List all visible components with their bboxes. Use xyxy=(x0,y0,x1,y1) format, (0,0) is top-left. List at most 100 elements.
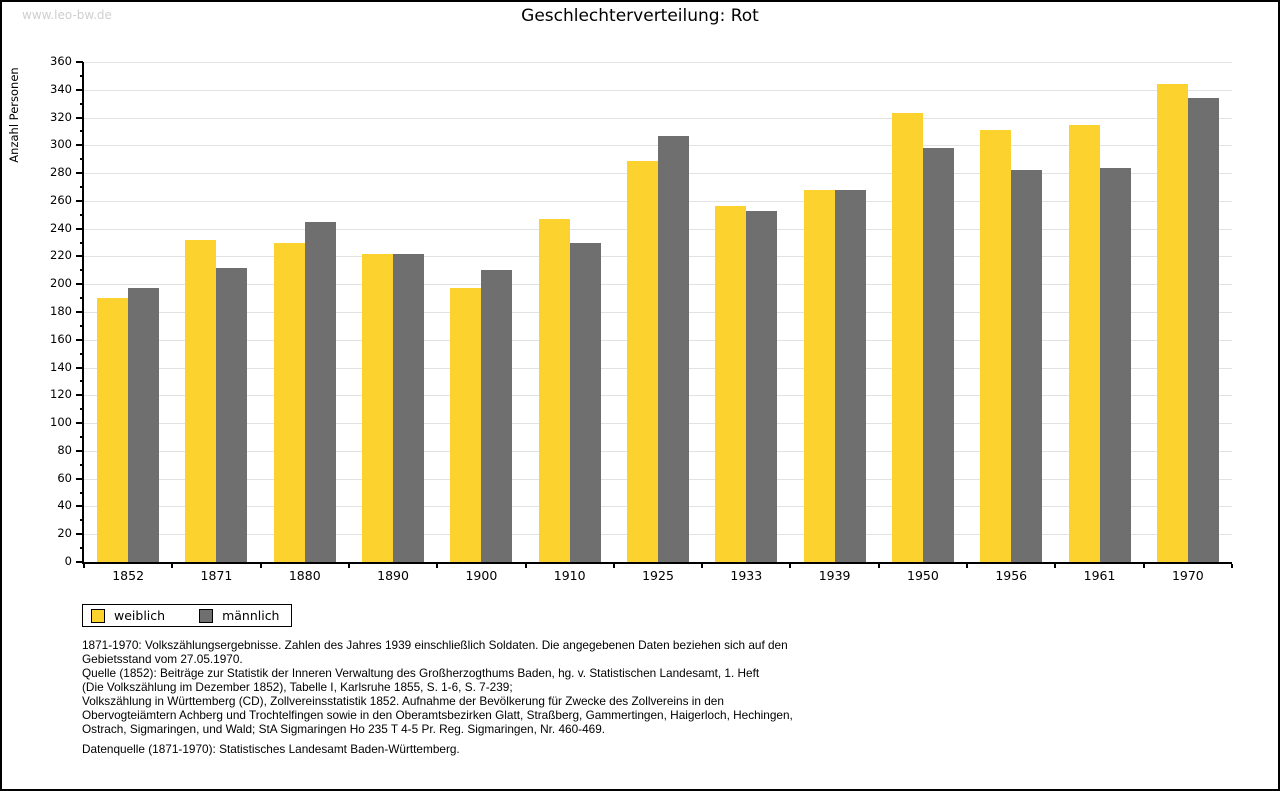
legend-label-männlich: männlich xyxy=(222,608,280,623)
x-axis-tick xyxy=(1142,564,1145,568)
y-axis-tick-label: 60 xyxy=(57,470,72,485)
y-axis-tick-label: 340 xyxy=(50,81,72,96)
y-axis-tick-label: 260 xyxy=(50,192,72,207)
x-axis-tick xyxy=(966,564,969,568)
bar-weiblich-1890 xyxy=(362,253,394,562)
y-axis-tick-label: 280 xyxy=(50,165,72,180)
x-axis-label-1900: 1900 xyxy=(465,568,498,583)
bar-weiblich-1880 xyxy=(273,242,305,562)
y-axis-tick-label: 0 xyxy=(64,554,72,568)
bar-männlich-1871 xyxy=(216,267,248,562)
y-axis-major-tick xyxy=(76,227,83,230)
bar-männlich-1890 xyxy=(393,253,425,562)
bar-männlich-1880 xyxy=(304,221,336,562)
y-axis-tick-label: 220 xyxy=(50,248,72,263)
gridline xyxy=(84,117,1232,119)
bar-weiblich-1933 xyxy=(715,206,747,562)
bar-weiblich-1925 xyxy=(627,160,658,562)
x-axis-tick xyxy=(347,564,350,568)
x-axis-tick xyxy=(436,564,439,568)
y-axis-major-tick xyxy=(76,533,83,536)
footnotes: 1871-1970: Volkszählungsergebnisse. Zahl… xyxy=(82,638,1222,736)
y-axis-major-tick xyxy=(76,449,83,452)
bar-männlich-1933 xyxy=(746,210,778,562)
legend-item-weiblich: weiblich xyxy=(91,608,165,623)
footnote-line: Volkszählung in Württemberg (CD), Zollve… xyxy=(82,694,724,708)
y-axis-tick-label: 180 xyxy=(50,304,72,318)
bar-weiblich-1852 xyxy=(97,298,129,562)
y-axis-major-tick xyxy=(76,338,83,341)
y-axis-major-tick xyxy=(76,116,83,119)
bar-männlich-1970 xyxy=(1187,98,1219,562)
bar-weiblich-1956 xyxy=(980,130,1012,562)
x-axis-tick xyxy=(259,564,262,568)
x-axis-tick xyxy=(877,564,880,568)
y-axis-major-tick xyxy=(76,61,83,63)
y-axis-tick-label: 320 xyxy=(50,109,72,124)
x-axis-tick xyxy=(171,564,174,568)
x-axis-tick xyxy=(789,564,792,568)
watermark: www.leo-bw.de xyxy=(22,8,112,22)
legend-label-weiblich: weiblich xyxy=(114,608,166,623)
datasource-line: Datenquelle (1871-1970): Statistisches L… xyxy=(82,742,460,756)
x-axis-line xyxy=(82,562,1232,564)
y-axis-tick-label: 360 xyxy=(50,54,72,68)
x-axis-label-1852: 1852 xyxy=(112,568,145,583)
y-axis-tick-label: 100 xyxy=(50,415,72,430)
x-axis-label-1890: 1890 xyxy=(377,568,409,583)
x-axis-label-1925: 1925 xyxy=(642,568,674,583)
y-axis-major-tick xyxy=(76,88,83,91)
y-axis-major-tick xyxy=(76,283,83,286)
y-axis-major-tick xyxy=(76,477,83,480)
bar-weiblich-1871 xyxy=(185,239,217,562)
legend-item-männlich: männlich xyxy=(199,608,279,623)
x-axis-label-1910: 1910 xyxy=(553,568,586,583)
x-axis-tick xyxy=(524,564,527,568)
y-axis-major-tick xyxy=(76,311,83,313)
x-axis-tick xyxy=(701,564,704,568)
x-axis-label-1970: 1970 xyxy=(1171,568,1204,583)
bar-männlich-1900 xyxy=(481,270,513,562)
bar-männlich-1910 xyxy=(569,242,601,562)
y-axis-major-tick xyxy=(76,255,83,258)
gridline xyxy=(84,89,1232,91)
y-axis-tick-label: 140 xyxy=(50,359,72,374)
y-axis-major-tick xyxy=(76,144,83,147)
y-axis-major-tick xyxy=(76,199,83,202)
y-axis-major-tick xyxy=(76,394,83,397)
x-axis-tick xyxy=(612,564,615,568)
bar-weiblich-1910 xyxy=(538,218,570,562)
legend: weiblich männlich xyxy=(82,604,293,627)
x-axis-label-1950: 1950 xyxy=(907,568,939,583)
footnote-line: Gebietsstand vom 27.05.1970. xyxy=(82,652,243,666)
y-axis-tick-label: 40 xyxy=(57,498,72,513)
x-axis-tick xyxy=(1054,564,1057,568)
y-axis-major-tick xyxy=(76,172,83,175)
footnote-line: Obervogteiämtern Achberg und Trochtelfin… xyxy=(82,708,793,722)
y-axis-tick-label: 200 xyxy=(50,276,72,291)
y-axis-tick-label: 120 xyxy=(50,387,72,402)
y-axis-tick-label: 80 xyxy=(57,442,72,457)
bar-männlich-1939 xyxy=(834,189,866,562)
y-axis-title: Anzahl Personen xyxy=(7,67,21,163)
bar-männlich-1961 xyxy=(1099,167,1131,562)
gridline xyxy=(84,62,1232,63)
bar-männlich-1925 xyxy=(658,135,689,562)
bar-männlich-1852 xyxy=(128,288,160,562)
y-axis-tick-label: 160 xyxy=(50,331,72,346)
x-axis-label-1933: 1933 xyxy=(730,568,763,583)
footnote-line: (Die Volkszählung im Dezember 1852), Tab… xyxy=(82,680,513,694)
y-axis-major-tick xyxy=(76,422,83,425)
x-axis-tick xyxy=(1231,564,1233,568)
y-axis-tick-label: 300 xyxy=(50,137,72,152)
y-axis-tick-label: 240 xyxy=(50,220,72,235)
x-axis-label-1871: 1871 xyxy=(200,568,233,583)
x-axis-label-1880: 1880 xyxy=(288,568,321,583)
footnote-line: Quelle (1852): Beiträge zur Statistik de… xyxy=(82,666,760,680)
bar-weiblich-1950 xyxy=(891,113,923,562)
bar-weiblich-1961 xyxy=(1068,124,1100,562)
legend-swatch-weiblich xyxy=(91,608,105,623)
bar-weiblich-1970 xyxy=(1156,84,1188,562)
y-axis-line xyxy=(82,62,84,564)
